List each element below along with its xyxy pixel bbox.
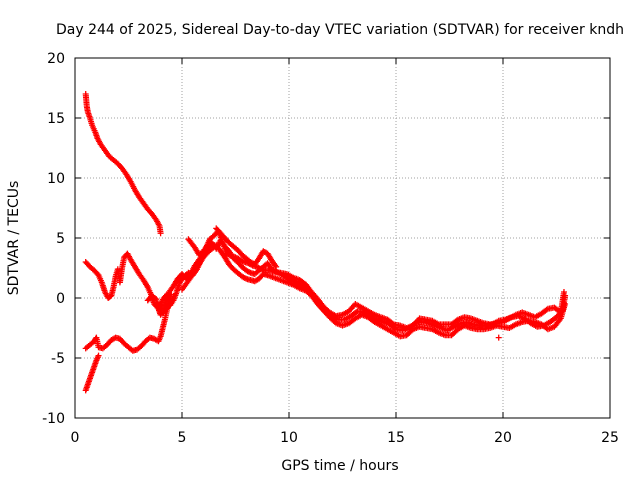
y-tick-label: 0 xyxy=(56,291,65,307)
y-tick-label: 15 xyxy=(47,111,65,127)
x-tick-label: 25 xyxy=(601,430,619,446)
data-point xyxy=(410,321,417,328)
x-tick-label: 5 xyxy=(178,430,187,446)
series-outlier xyxy=(495,334,502,341)
x-tick-label: 15 xyxy=(387,430,405,446)
data-point xyxy=(273,263,280,270)
y-tick-label: 5 xyxy=(56,231,65,247)
series-arc-high xyxy=(82,91,164,237)
series-arc-e xyxy=(185,236,211,258)
y-tick-label: -5 xyxy=(51,351,65,367)
x-tick-label: 0 xyxy=(71,430,80,446)
data-point xyxy=(495,334,502,341)
x-axis-label: GPS time / hours xyxy=(281,458,398,474)
data-point xyxy=(560,289,567,295)
y-tick-label: 20 xyxy=(47,51,65,67)
data-point xyxy=(543,306,550,313)
data-point xyxy=(157,230,164,237)
series-arc-start-low xyxy=(82,352,102,394)
data-point xyxy=(204,242,211,249)
data-points xyxy=(82,91,569,394)
axis-ticks: 0 5 10 15 20 25 -10 -5 0 5 10 15 20 xyxy=(42,51,619,446)
grid-lines xyxy=(75,58,610,418)
data-point xyxy=(166,302,173,309)
data-point xyxy=(95,352,102,359)
data-point xyxy=(391,325,398,332)
x-tick-label: 20 xyxy=(494,430,512,446)
y-tick-label: -10 xyxy=(42,411,65,427)
series-arc-d xyxy=(213,225,280,270)
series-arc-mid-early xyxy=(144,292,173,318)
series-arc-c xyxy=(179,242,569,334)
data-point xyxy=(168,291,175,298)
y-tick-label: 10 xyxy=(47,171,65,187)
data-point xyxy=(562,292,569,299)
x-tick-label: 10 xyxy=(280,430,298,446)
chart-title: Day 244 of 2025, Sidereal Day-to-day VTE… xyxy=(56,22,624,38)
y-axis-label: SDTVAR / TECUs xyxy=(6,181,22,296)
